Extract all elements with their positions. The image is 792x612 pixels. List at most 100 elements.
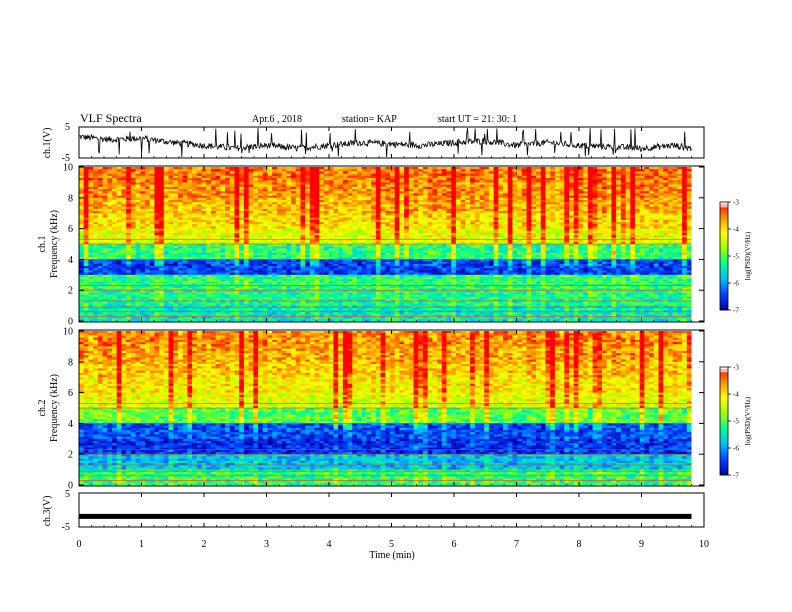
spectrogram-cell (564, 175, 570, 179)
spectrogram-cell (375, 167, 381, 170)
spectrogram-cell (611, 191, 617, 194)
spectrogram-cell (587, 204, 593, 207)
spectrogram-cell (441, 241, 447, 245)
spectrogram-cell (592, 197, 598, 201)
spectrogram-cell (526, 175, 532, 179)
spectrogram-cell (667, 239, 674, 243)
spectrogram-cell (597, 239, 603, 243)
spectrogram-cell (347, 235, 353, 238)
spectrogram-cell (498, 217, 504, 221)
spectrogram-cell (272, 222, 278, 225)
spectrogram-cell (149, 248, 155, 251)
spectrogram-cell (630, 191, 636, 194)
spectrogram-cell (474, 246, 480, 249)
spectrogram-cell (234, 239, 240, 243)
spectrogram-cell (653, 206, 659, 210)
spectrogram-cell (173, 233, 179, 236)
spectrogram-cell (192, 224, 198, 227)
spectrogram-cell (573, 219, 579, 223)
spectrogram-cell (531, 167, 537, 170)
spectrogram-cell (225, 233, 231, 236)
spectrogram-cell (493, 248, 499, 251)
spectrogram-cell (427, 193, 433, 196)
spectrogram-cell (319, 184, 325, 188)
spectrogram-cell (352, 195, 358, 199)
spectrogram-cell (418, 244, 424, 247)
spectrogram-cell (550, 230, 556, 234)
spectrogram-cell (550, 178, 556, 181)
spectrogram-cell (455, 206, 462, 210)
spectrogram-cell (455, 200, 462, 203)
spectrogram-cell (338, 169, 344, 172)
spectrogram-cell (479, 195, 485, 199)
spectrogram-cell (455, 197, 462, 201)
spectrogram-cell (465, 244, 471, 247)
spectrogram-cell (177, 173, 184, 177)
spectrogram-cell (531, 180, 537, 183)
spectrogram-cell (111, 230, 118, 234)
spectrogram-cell (300, 213, 306, 216)
spectrogram-cell (187, 167, 193, 170)
spectrogram-cell (375, 226, 381, 229)
spectrogram-cell (371, 184, 377, 188)
spectrogram-cell (583, 211, 589, 214)
spectrogram-cell (611, 180, 617, 183)
spectrogram-cell (375, 217, 381, 221)
spectrogram-cell (536, 241, 542, 245)
spectrogram-cell (667, 197, 674, 201)
spectrogram-cell (300, 226, 306, 229)
spectrogram-cell (573, 224, 579, 227)
spectrogram-cell (107, 200, 113, 203)
spectrogram-cell (389, 208, 396, 212)
spectrogram-cell (578, 217, 584, 221)
spectrogram-cell (135, 182, 141, 185)
spectrogram-cell (107, 193, 113, 196)
spectrogram-cell (521, 173, 527, 177)
spectrogram-cell (267, 211, 273, 214)
spectrogram-cell (234, 193, 240, 196)
spectrogram-cell (545, 175, 551, 179)
spectrogram-cell (564, 217, 570, 221)
spectrogram-cell (451, 195, 457, 199)
spectrogram-cell (324, 235, 330, 238)
spectrogram-cell (545, 224, 551, 227)
spectrogram-cell (474, 193, 480, 196)
spectrogram-cell (159, 244, 165, 247)
spectrogram-cell (356, 186, 363, 190)
spectrogram-cell (229, 222, 235, 225)
spectrogram-cell (583, 180, 589, 183)
spectrogram-cell (173, 241, 179, 245)
spectrogram-cell (521, 184, 527, 188)
spectrogram-cell (606, 206, 612, 210)
spectrogram-cell (111, 169, 118, 172)
spectrogram-cell (121, 171, 127, 174)
spectrogram-cell (418, 186, 424, 190)
spectrogram-cell (394, 197, 400, 201)
spectrogram-cell (587, 186, 593, 190)
spectrogram-cell (196, 206, 202, 210)
spectrogram-cell (375, 228, 381, 232)
spectrogram-cell (451, 175, 457, 179)
spectrogram-cell (427, 200, 433, 203)
spectrogram-cell (498, 208, 504, 212)
spectrogram-cell (408, 171, 414, 174)
spectrogram-cell (130, 180, 136, 183)
spectrogram-cell (488, 204, 495, 207)
spectrogram-cell (682, 184, 688, 188)
spectrogram-cell (427, 171, 433, 174)
spectrogram-cell (371, 173, 377, 177)
spectrogram-cell (493, 217, 499, 221)
spectrogram-cell (484, 230, 490, 234)
spectrogram-cell (493, 230, 499, 234)
spectrogram-cell (130, 219, 136, 223)
spectrogram-cell (144, 235, 151, 238)
spectrogram-cell (356, 213, 363, 216)
spectrogram-cell (559, 228, 565, 232)
spectrogram-cell (248, 219, 254, 223)
spectrogram-cell (356, 235, 363, 238)
spectrogram-cell (201, 248, 207, 251)
spectrogram-cell (352, 217, 358, 221)
spectrogram-cell (630, 230, 636, 234)
spectrogram-cell (540, 228, 546, 232)
spectrogram-cell (667, 230, 674, 234)
